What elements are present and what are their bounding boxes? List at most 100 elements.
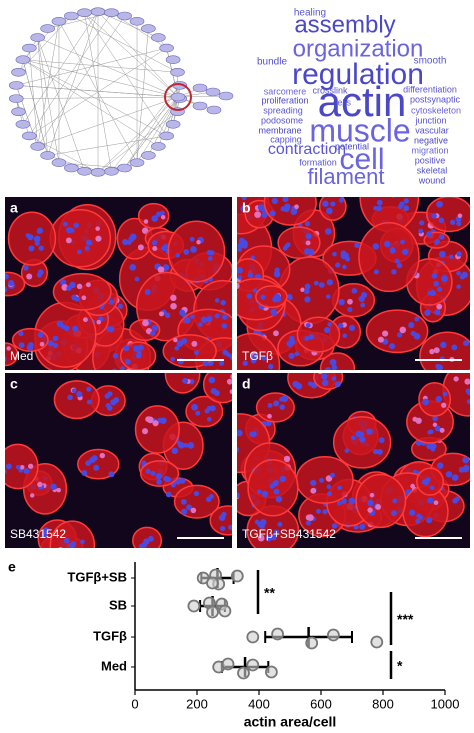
word: healing (294, 8, 326, 19)
network-edge (124, 85, 180, 169)
nucleus (319, 477, 325, 483)
nucleus (401, 248, 409, 256)
data-point (221, 657, 235, 671)
nucleus (155, 472, 163, 480)
nucleus (329, 358, 337, 366)
nucleus (408, 322, 415, 329)
nucleus (389, 343, 396, 350)
nucleus (187, 442, 195, 449)
nucleus (462, 456, 470, 464)
nucleus (160, 214, 166, 220)
nucleus (321, 373, 328, 380)
nucleus (73, 222, 80, 229)
nucleus (408, 509, 416, 516)
x-tick-label: 0 (131, 696, 138, 711)
micrograph (5, 373, 232, 554)
nucleus (436, 303, 443, 310)
nucleus (377, 336, 384, 343)
nucleus (337, 485, 342, 491)
nucleus (440, 341, 447, 349)
nucleus (277, 521, 283, 527)
nucleus (435, 363, 441, 370)
nucleus (80, 539, 85, 545)
nucleus (142, 319, 149, 327)
nucleus (448, 254, 454, 260)
nucleus (310, 487, 317, 494)
network-node (206, 105, 222, 115)
nucleus (441, 402, 447, 408)
nucleus (61, 549, 66, 554)
network-node (170, 67, 185, 77)
word: contraction (268, 141, 346, 158)
micrographs: a Med b TGFβ c SB431542 d TGFβ+SB431542 (5, 197, 470, 554)
nucleus (403, 198, 409, 204)
nucleus (208, 376, 216, 384)
nucleus (85, 239, 92, 246)
condition-label: Med (10, 349, 33, 363)
nucleus (325, 207, 333, 215)
nucleus (170, 356, 175, 362)
nucleus (151, 324, 159, 332)
nucleus (432, 422, 438, 428)
nucleus (214, 368, 220, 370)
nucleus (5, 286, 8, 293)
nucleus (415, 518, 421, 524)
network-edge (18, 37, 38, 73)
network-edge (16, 47, 167, 86)
nucleus (180, 498, 187, 505)
nucleus (43, 527, 49, 533)
nucleus (338, 298, 345, 306)
nucleus (135, 352, 142, 359)
nucleus (209, 494, 214, 499)
network-edge (84, 12, 179, 98)
nucleus (351, 288, 358, 294)
nucleus (241, 197, 247, 201)
nucleus (294, 351, 300, 357)
nucleus (396, 262, 403, 269)
nucleus (330, 472, 336, 478)
nucleus (30, 493, 35, 498)
nucleus (316, 508, 321, 514)
nucleus (397, 204, 403, 209)
nucleus (325, 475, 333, 482)
network-node (64, 163, 79, 173)
nucleus (122, 238, 129, 246)
nucleus (190, 314, 195, 319)
network-edge (22, 59, 159, 147)
nucleus (173, 337, 178, 343)
nucleus (376, 205, 383, 212)
cell-cluster (237, 332, 281, 370)
nucleus (202, 360, 209, 367)
nucleus (65, 237, 72, 244)
network-node (104, 166, 119, 176)
nucleus (71, 294, 78, 301)
nucleus (466, 399, 470, 404)
nucleus (150, 470, 156, 476)
word: postsynaptic (410, 94, 461, 104)
highlight-circle (164, 83, 192, 111)
nucleus (34, 240, 40, 246)
nucleus (288, 352, 295, 359)
network-node (129, 158, 145, 167)
nucleus (221, 314, 228, 320)
nucleus (292, 380, 299, 388)
nucleus (270, 534, 277, 541)
nucleus (69, 228, 75, 233)
nucleus (39, 341, 45, 347)
cell-cluster (164, 373, 201, 394)
nucleus (300, 287, 305, 293)
nucleus (229, 389, 232, 395)
nucleus (415, 417, 422, 424)
nucleus (414, 316, 420, 322)
nucleus (347, 298, 353, 305)
nucleus (271, 197, 278, 205)
nucleus (85, 282, 91, 288)
nucleus (143, 219, 149, 224)
network-edge (97, 111, 178, 173)
nucleus (434, 240, 439, 245)
nucleus (95, 235, 102, 242)
nucleus (369, 492, 375, 498)
nucleus (260, 294, 266, 300)
panel-label: c (10, 376, 18, 392)
nucleus (275, 495, 283, 503)
